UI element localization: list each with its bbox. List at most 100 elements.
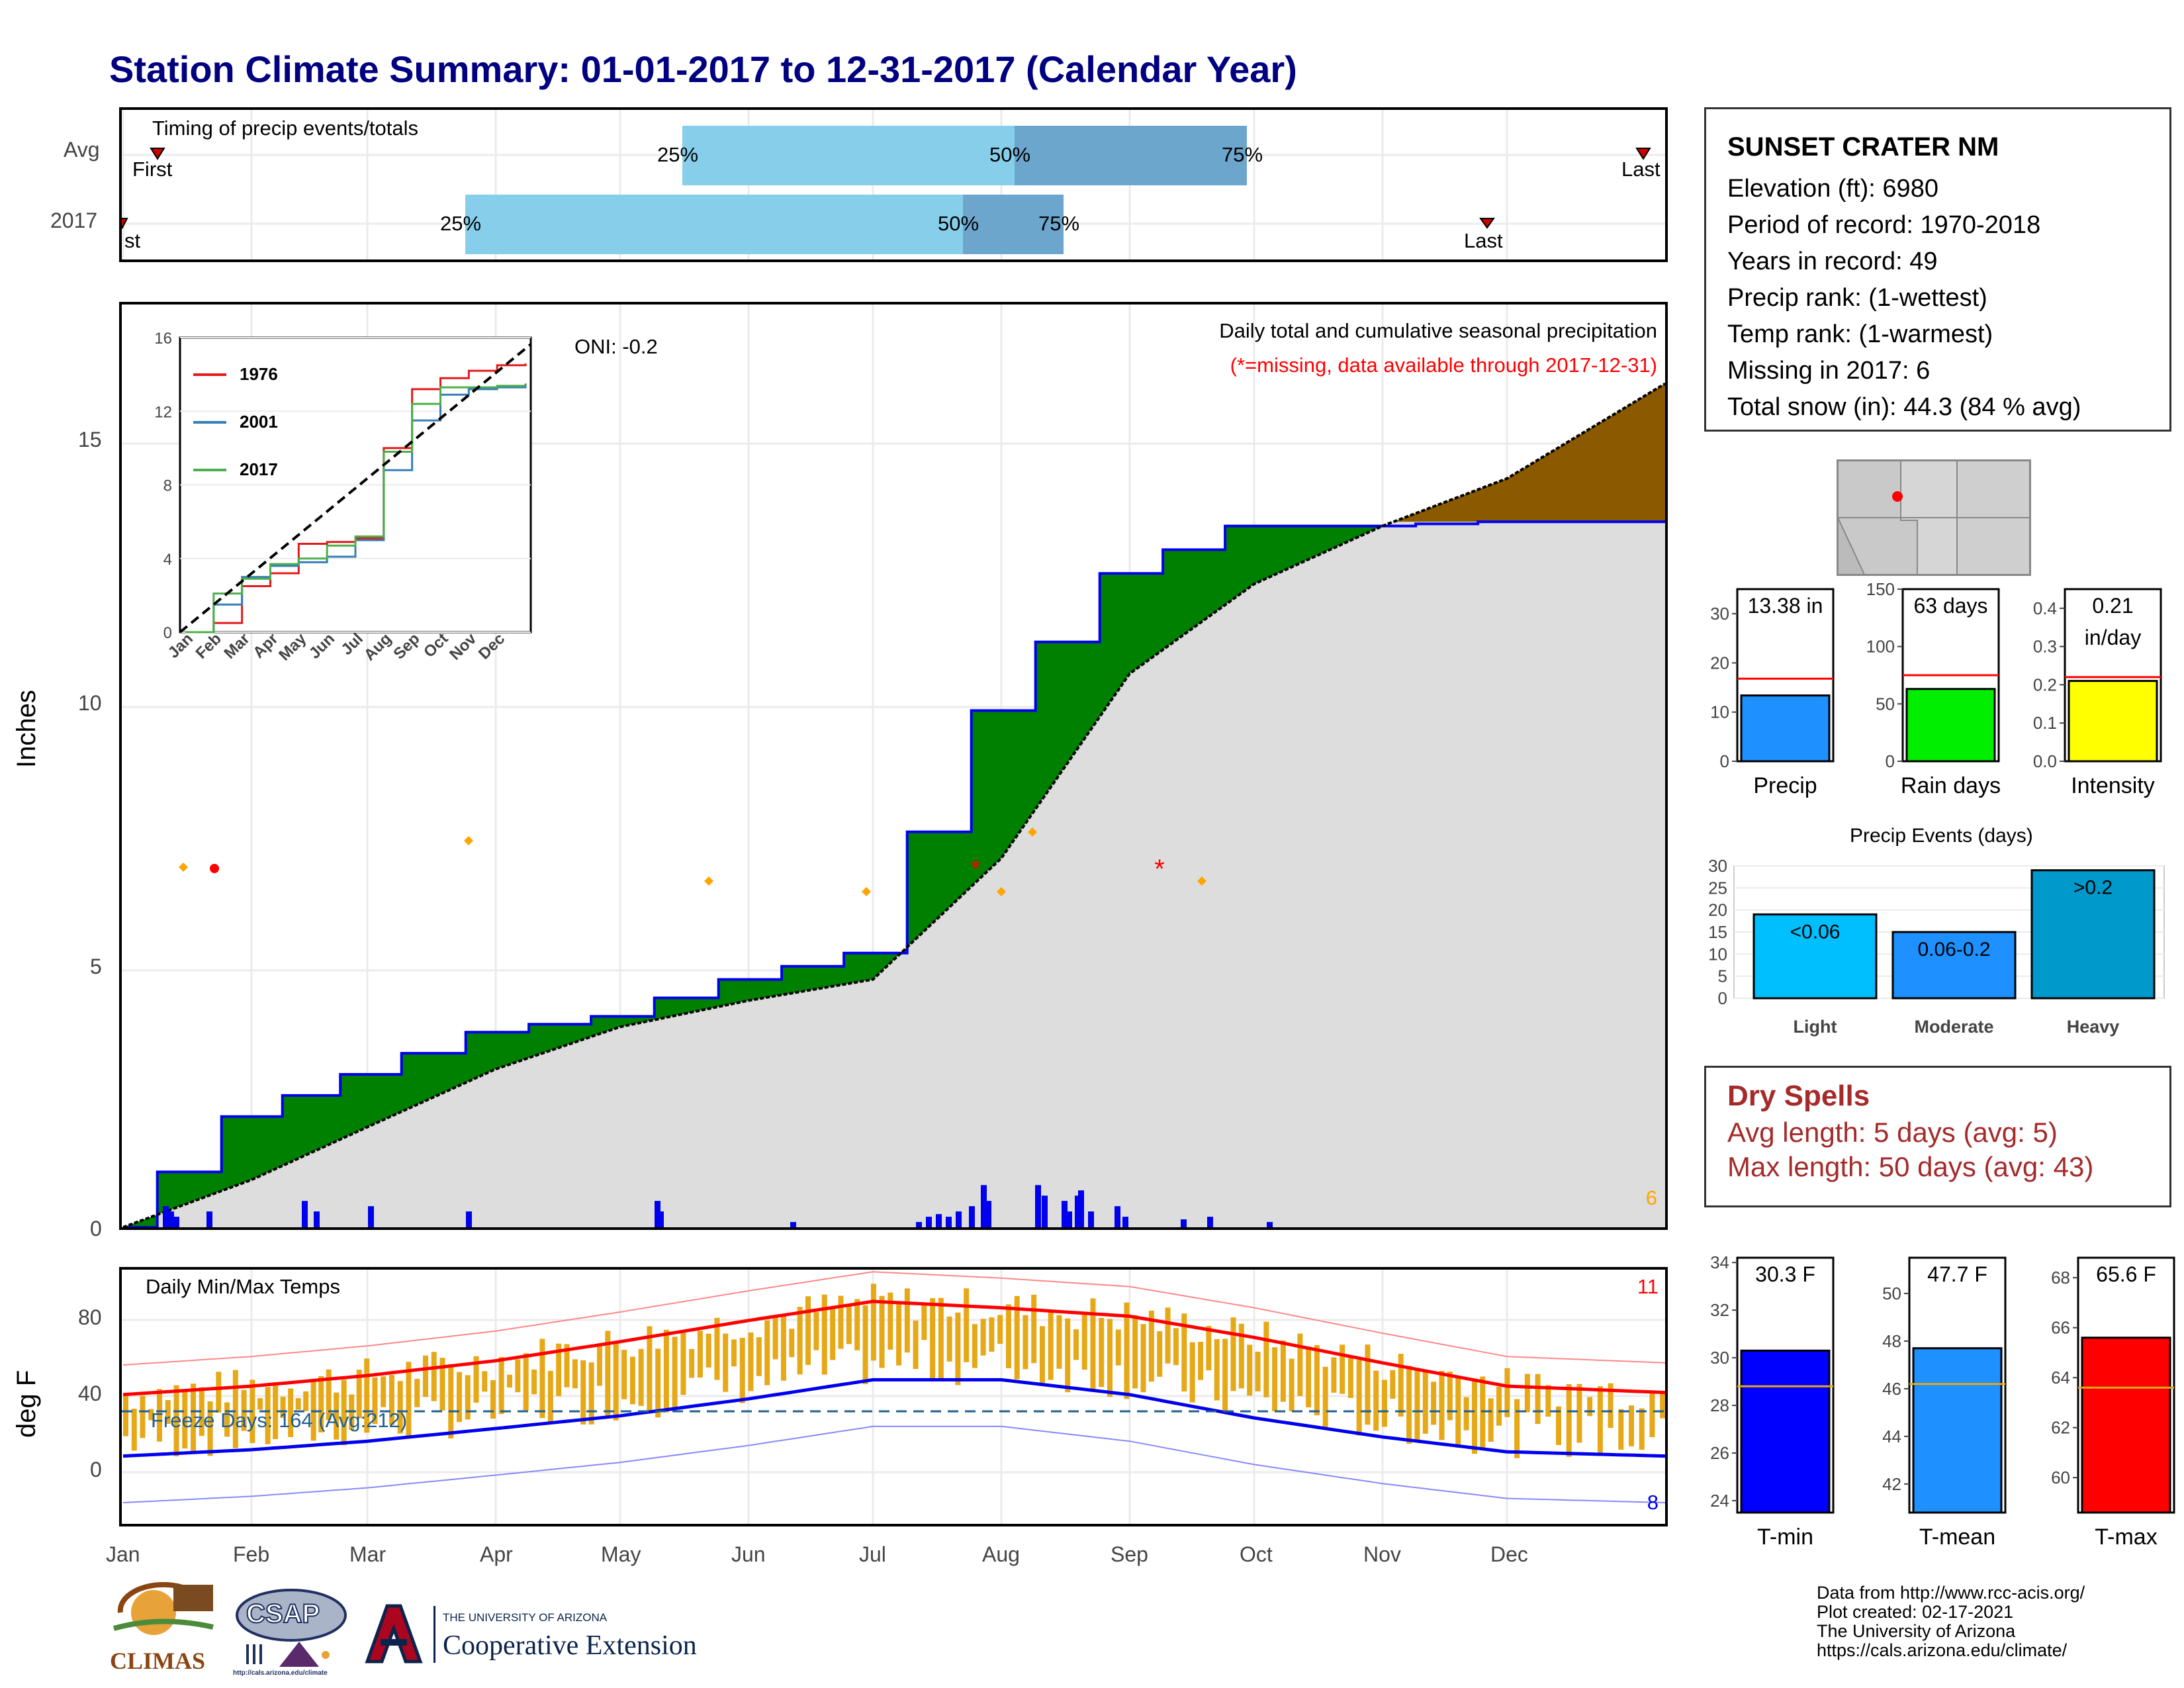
daily-temp-range-bar (1398, 1354, 1404, 1417)
events-ytick: 20 (1708, 900, 1727, 920)
record-min-line (122, 1425, 1665, 1503)
daily-temp-range-bar (830, 1308, 836, 1360)
month-label: Mar (349, 1542, 387, 1566)
daily-temp-range-bar (1048, 1311, 1054, 1380)
season-intensity-category-label: Intensity (2071, 773, 2155, 798)
daily-temp-range-bar (813, 1312, 819, 1350)
y2017-pct-25: 25% (440, 212, 482, 235)
season-rain-days-ytick: 0 (1886, 751, 1895, 771)
temp-ytick-40: 40 (78, 1382, 102, 1405)
daily-temp-range-bar (140, 1395, 146, 1438)
season-intensity-value-label: 0.21 (2092, 594, 2133, 618)
daily-precip-bar (1062, 1201, 1068, 1227)
daily-temp-range-bar (1535, 1374, 1541, 1425)
daily-temp-range-bar (1431, 1382, 1437, 1425)
daily-temp-range-bar (789, 1329, 795, 1358)
daily-temp-range-bar (490, 1380, 496, 1419)
daily-temp-range-bar (731, 1339, 737, 1367)
daily-precip-bar (302, 1201, 308, 1227)
daily-temp-range-bar (805, 1296, 811, 1365)
month-label: Jun (731, 1542, 766, 1566)
missing-marker (210, 864, 219, 873)
tbar-t-max-ytick: 68 (2051, 1268, 2070, 1288)
season-precip-category-label: Precip (1753, 773, 1817, 798)
climas-logo: CLIMAS (107, 1582, 220, 1675)
daily-precip-bar (956, 1211, 962, 1227)
avg-last-marker (1635, 148, 1651, 160)
daily-temp-range-bar (414, 1379, 420, 1407)
daily-temp-range-bar (1608, 1383, 1614, 1429)
daily-precip-bar (1122, 1217, 1128, 1227)
daily-temp-range-bar (989, 1317, 995, 1352)
season-precip-ytick: 20 (1710, 653, 1729, 673)
daily-temp-range-bar (1365, 1344, 1371, 1425)
daily-temp-range-bar (1073, 1329, 1079, 1360)
station-location-marker (1892, 491, 1903, 502)
season-intensity-ytick: 0.0 (2033, 751, 2057, 771)
daily-temp-range-bar (1496, 1386, 1502, 1426)
inset-ytick: 12 (154, 403, 172, 421)
daily-temp-range-bar (1031, 1294, 1037, 1364)
precip-ytick-15: 15 (78, 428, 102, 451)
daily-temp-range-bar (764, 1320, 770, 1385)
daily-temp-range-bar (714, 1317, 720, 1380)
daily-temp-range-bar (1480, 1376, 1486, 1450)
tbar-t-min-value-label: 30.3 F (1755, 1262, 1815, 1286)
daily-precip-bar (173, 1217, 179, 1227)
events-bar-label: >0.2 (2073, 877, 2113, 899)
precip-panel: * * ONI: -0.2 Daily total and cumulative… (119, 302, 1668, 1230)
y2017-last-marker (1479, 218, 1495, 229)
timing-panel: Timing of precip events/totals First Las… (119, 107, 1668, 262)
daily-temp-range-bar (1322, 1366, 1328, 1429)
daily-temp-range-bar (439, 1358, 445, 1411)
daily-temp-range-bar (1463, 1397, 1469, 1430)
daily-temp-range-bar (1340, 1344, 1345, 1394)
y2017-bar-25-50 (465, 195, 963, 254)
season-intensity-ytick: 0.4 (2033, 598, 2057, 618)
daily-temp-range-bar (629, 1356, 635, 1405)
daily-temp-range-bar (1124, 1302, 1130, 1399)
season-intensity-bar (2068, 680, 2158, 763)
avg-cumulative-area-tail (1387, 522, 1665, 1227)
daily-temp-range-bar (381, 1376, 387, 1407)
events-ytick: 5 (1718, 966, 1727, 986)
missing-count: 6 (1645, 1186, 1657, 1209)
tbar-t-mean-ytick: 48 (1882, 1331, 1901, 1351)
record-max-line (122, 1271, 1665, 1366)
temp-means-chart: 24 26 28 30 32 34 30.3 F T-min 42 44 46 48 50 47.7 F T… (1710, 1252, 2175, 1550)
daily-temp-range-bar (913, 1320, 919, 1370)
tbar-t-mean-ytick: 46 (1882, 1379, 1901, 1399)
daily-temp-range-bar (123, 1395, 128, 1436)
daily-temp-range-bar (1381, 1380, 1387, 1427)
daily-temp-range-bar (838, 1295, 844, 1349)
ua-logo-small: THE UNIVERSITY OF ARIZONA (443, 1611, 608, 1624)
missing-marker: * (970, 855, 981, 884)
daily-precip-bar (206, 1211, 212, 1227)
precip-events-title: Precip Events (days) (1850, 825, 2033, 847)
daily-temp-range-bar (539, 1338, 545, 1419)
daily-temp-range-bar (697, 1331, 703, 1378)
daily-temp-range-bar (1014, 1295, 1020, 1380)
daily-temp-range-bar (473, 1356, 479, 1403)
daily-temp-range-bar (1422, 1371, 1428, 1434)
daily-temp-range-bar (498, 1356, 504, 1415)
events-bar-label: <0.06 (1790, 921, 1841, 943)
daily-temp-range-bar (1455, 1376, 1461, 1448)
station-temp-rank: Temp rank: (1-warmest) (1727, 320, 1993, 348)
station-snow: Total snow (in): 44.3 (84 % avg) (1727, 393, 2081, 421)
avg-pct-50: 50% (989, 143, 1031, 166)
avg-cumulative-area (123, 383, 1665, 1227)
temp-ytick-80: 80 (78, 1305, 102, 1329)
daily-precip-bar (1078, 1190, 1084, 1227)
tbar-t-mean-ytick: 50 (1882, 1284, 1901, 1303)
daily-temp-range-bar (207, 1401, 213, 1456)
daily-precip-bar (1207, 1217, 1213, 1227)
daily-temp-range-bar (1524, 1374, 1530, 1413)
daily-temp-range-bar (980, 1319, 986, 1356)
daily-precip-bar (981, 1185, 987, 1227)
tbar-t-max-value-label: 65.6 F (2096, 1262, 2156, 1286)
inset-ytick: 16 (154, 330, 172, 348)
season-intensity-ytick: 0.1 (2033, 713, 2057, 733)
daily-temp-range-bar (191, 1383, 197, 1452)
daily-temp-range-bar (748, 1332, 754, 1391)
